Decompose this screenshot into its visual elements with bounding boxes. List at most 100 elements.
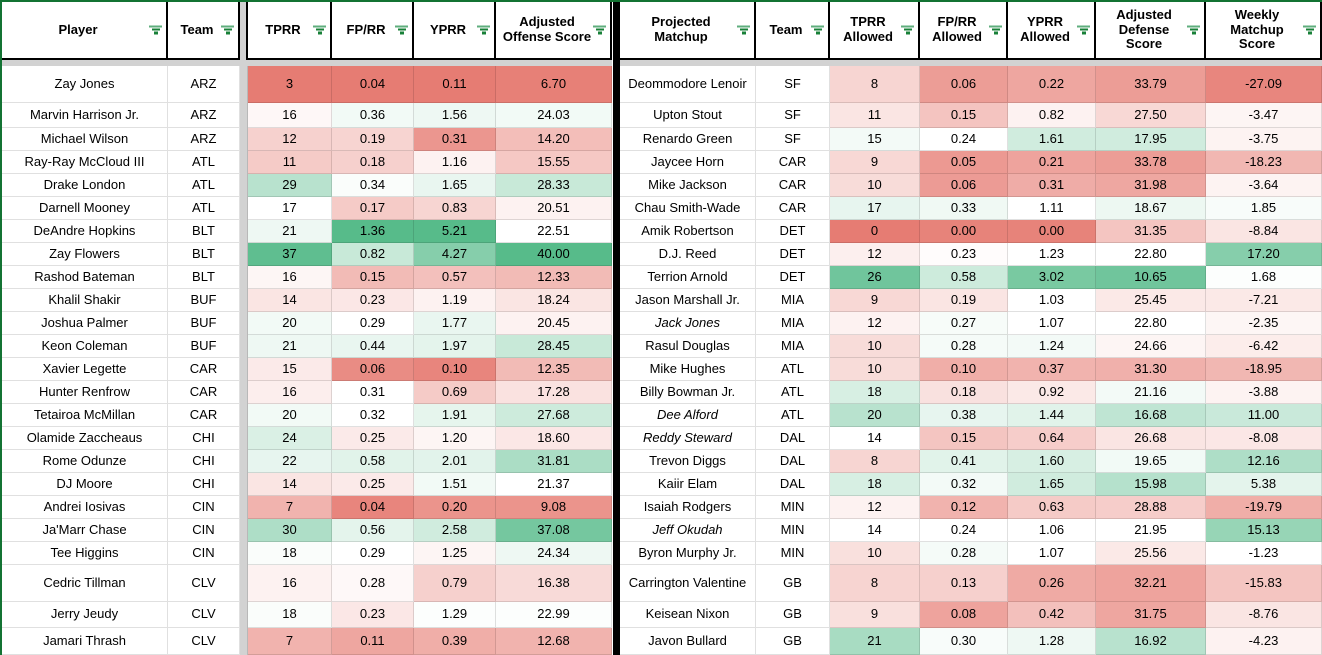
stat-cell[interactable]: 22.51 (496, 220, 612, 243)
team-cell[interactable]: CAR (168, 358, 240, 381)
stat-cell[interactable]: 0.27 (920, 312, 1008, 335)
stat-cell[interactable]: 0.08 (920, 602, 1008, 628)
stat-cell[interactable]: 5.21 (414, 220, 496, 243)
stat-cell[interactable]: 16 (248, 266, 332, 289)
stat-cell[interactable]: 1.61 (1008, 128, 1096, 151)
team-cell[interactable]: CAR (756, 174, 830, 197)
player-cell[interactable]: Darnell Mooney (2, 197, 168, 220)
stat-cell[interactable]: 1.51 (414, 473, 496, 496)
stat-cell[interactable]: 11.00 (1206, 404, 1322, 427)
stat-cell[interactable]: 18 (830, 381, 920, 404)
team-cell[interactable]: CIN (168, 542, 240, 565)
stat-cell[interactable]: -18.23 (1206, 151, 1322, 174)
player-cell[interactable]: Marvin Harrison Jr. (2, 103, 168, 128)
player-cell[interactable]: Jeff Okudah (620, 519, 756, 542)
column-header-fp-rr[interactable]: FP/RR (332, 2, 414, 60)
stat-cell[interactable]: -15.83 (1206, 565, 1322, 602)
team-cell[interactable]: DET (756, 266, 830, 289)
player-cell[interactable]: Amik Robertson (620, 220, 756, 243)
stat-cell[interactable]: 0.26 (1008, 565, 1096, 602)
stat-cell[interactable]: 11 (830, 103, 920, 128)
stat-cell[interactable]: -4.23 (1206, 628, 1322, 655)
stat-cell[interactable]: 0.10 (414, 358, 496, 381)
stat-cell[interactable]: 14 (248, 473, 332, 496)
stat-cell[interactable]: 0.39 (414, 628, 496, 655)
stat-cell[interactable]: 16 (248, 103, 332, 128)
stat-cell[interactable]: 0.79 (414, 565, 496, 602)
filter-icon[interactable] (593, 25, 606, 35)
stat-cell[interactable]: 10 (830, 358, 920, 381)
stat-cell[interactable]: 0.92 (1008, 381, 1096, 404)
filter-icon[interactable] (901, 25, 914, 35)
team-cell[interactable]: ATL (756, 381, 830, 404)
stat-cell[interactable]: 8 (830, 565, 920, 602)
stat-cell[interactable]: 31.35 (1096, 220, 1206, 243)
column-header-yprr[interactable]: YPRR (414, 2, 496, 60)
stat-cell[interactable]: 18.60 (496, 427, 612, 450)
stat-cell[interactable]: 25.56 (1096, 542, 1206, 565)
player-cell[interactable]: Joshua Palmer (2, 312, 168, 335)
stat-cell[interactable]: 28.33 (496, 174, 612, 197)
team-cell[interactable]: BUF (168, 289, 240, 312)
stat-cell[interactable]: -6.42 (1206, 335, 1322, 358)
stat-cell[interactable]: 2.01 (414, 450, 496, 473)
stat-cell[interactable]: -8.76 (1206, 602, 1322, 628)
team-cell[interactable]: MIA (756, 335, 830, 358)
column-header-weekly-matchup-score[interactable]: Weekly Matchup Score (1206, 2, 1322, 60)
stat-cell[interactable]: 17 (248, 197, 332, 220)
team-cell[interactable]: DET (756, 220, 830, 243)
player-cell[interactable]: Andrei Iosivas (2, 496, 168, 519)
player-cell[interactable]: Rasul Douglas (620, 335, 756, 358)
player-cell[interactable]: Xavier Legette (2, 358, 168, 381)
stat-cell[interactable]: 17.95 (1096, 128, 1206, 151)
stat-cell[interactable]: 22 (248, 450, 332, 473)
stat-cell[interactable]: 0.13 (920, 565, 1008, 602)
stat-cell[interactable]: 18.67 (1096, 197, 1206, 220)
player-cell[interactable]: Hunter Renfrow (2, 381, 168, 404)
stat-cell[interactable]: 25.45 (1096, 289, 1206, 312)
stat-cell[interactable]: 0.28 (920, 542, 1008, 565)
stat-cell[interactable]: 0.04 (332, 496, 414, 519)
player-cell[interactable]: Jerry Jeudy (2, 602, 168, 628)
stat-cell[interactable]: 9.08 (496, 496, 612, 519)
stat-cell[interactable]: 0.41 (920, 450, 1008, 473)
stat-cell[interactable]: 0.24 (920, 519, 1008, 542)
team-cell[interactable]: CAR (756, 151, 830, 174)
stat-cell[interactable]: 0.32 (332, 404, 414, 427)
player-cell[interactable]: Jason Marshall Jr. (620, 289, 756, 312)
team-cell[interactable]: CHI (168, 450, 240, 473)
filter-icon[interactable] (395, 25, 408, 35)
stat-cell[interactable]: 0.24 (920, 128, 1008, 151)
stat-cell[interactable]: 14 (248, 289, 332, 312)
filter-icon[interactable] (149, 25, 162, 35)
stat-cell[interactable]: 24 (248, 427, 332, 450)
team-cell[interactable]: MIN (756, 542, 830, 565)
player-cell[interactable]: Byron Murphy Jr. (620, 542, 756, 565)
stat-cell[interactable]: 3.02 (1008, 266, 1096, 289)
stat-cell[interactable]: -8.08 (1206, 427, 1322, 450)
team-cell[interactable]: MIN (756, 496, 830, 519)
stat-cell[interactable]: -2.35 (1206, 312, 1322, 335)
stat-cell[interactable]: 6.70 (496, 66, 612, 103)
stat-cell[interactable]: 14.20 (496, 128, 612, 151)
stat-cell[interactable]: -7.21 (1206, 289, 1322, 312)
player-cell[interactable]: Deommodore Lenoir (620, 66, 756, 103)
stat-cell[interactable]: 0.19 (332, 128, 414, 151)
stat-cell[interactable]: 18 (248, 602, 332, 628)
stat-cell[interactable]: 19.65 (1096, 450, 1206, 473)
team-cell[interactable]: BUF (168, 312, 240, 335)
stat-cell[interactable]: 1.65 (414, 174, 496, 197)
stat-cell[interactable]: 1.07 (1008, 312, 1096, 335)
stat-cell[interactable]: 20.45 (496, 312, 612, 335)
stat-cell[interactable]: 0.33 (920, 197, 1008, 220)
stat-cell[interactable]: -1.23 (1206, 542, 1322, 565)
stat-cell[interactable]: 4.27 (414, 243, 496, 266)
team-cell[interactable]: CAR (168, 381, 240, 404)
stat-cell[interactable]: 17 (830, 197, 920, 220)
stat-cell[interactable]: 0.05 (920, 151, 1008, 174)
stat-cell[interactable]: 1.97 (414, 335, 496, 358)
player-cell[interactable]: Mike Hughes (620, 358, 756, 381)
stat-cell[interactable]: 33.78 (1096, 151, 1206, 174)
team-cell[interactable]: BLT (168, 220, 240, 243)
stat-cell[interactable]: 0.36 (332, 103, 414, 128)
